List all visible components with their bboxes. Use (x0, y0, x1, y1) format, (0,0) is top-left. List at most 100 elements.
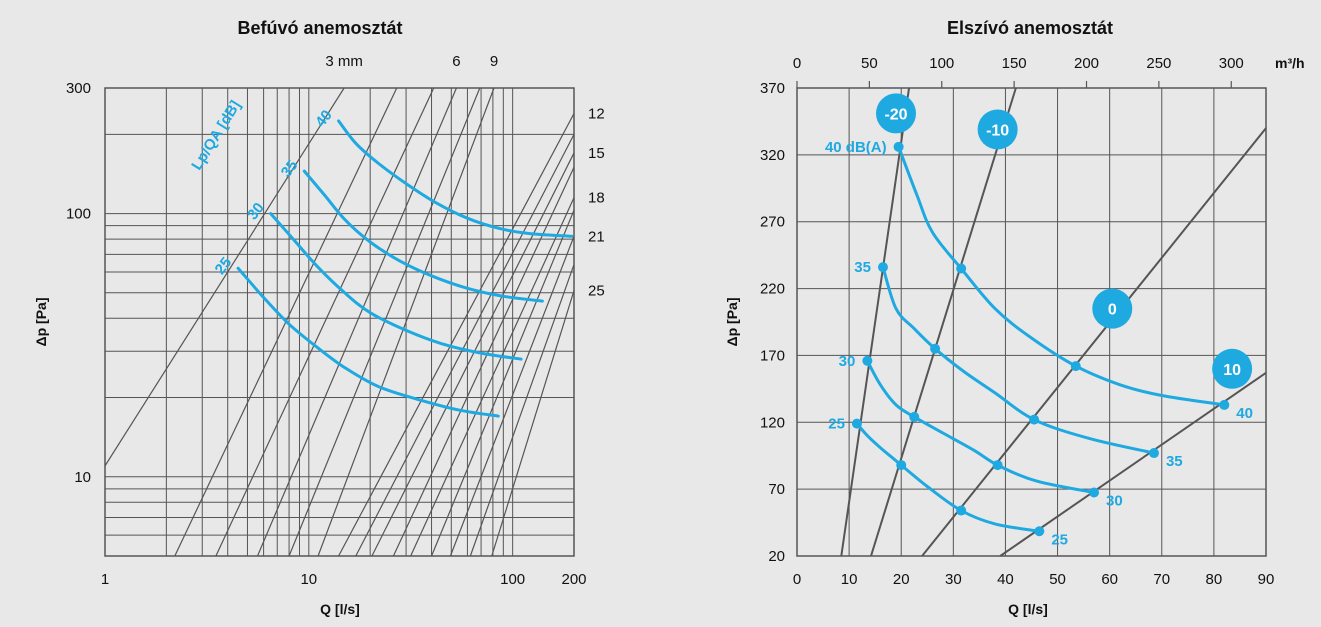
elszivo-y-tick-label: 170 (760, 347, 785, 364)
elszivo-x-tick-label: 10 (841, 571, 858, 588)
elszivo-x-tick-label: 90 (1258, 571, 1275, 588)
elszivo-x-tick-label: 0 (793, 571, 801, 588)
befuvo-x-tick-label: 100 (500, 571, 525, 588)
elszivo-valve-badge-label: -10 (986, 122, 1009, 139)
elszivo-y-tick-label: 270 (760, 214, 785, 231)
elszivo-point-label: 30 (839, 353, 856, 370)
befuvo-tick-labels: 1 10 100 200 10 100 300 (66, 80, 587, 588)
elszivo-marker (862, 355, 873, 366)
elszivo-x-tick-label: 40 (997, 571, 1014, 588)
elszivo-marker (877, 262, 888, 273)
befuvo-opening-line (215, 87, 435, 557)
elszivo-valve-badge-label: 0 (1108, 302, 1117, 319)
elszivo-curve (881, 265, 1156, 455)
befuvo-opening-label: 21 (588, 228, 605, 245)
elszivo-tick-labels: 0 10 20 30 40 50 60 70 80 90 20 70 120 170 220 270 320 37… (760, 55, 1274, 588)
elszivo-y-tick-label: 370 (760, 80, 785, 97)
elszivo-x2-tick-label: 200 (1074, 55, 1099, 72)
befuvo-chart: 3 mm 6 9 12 15 18 21 25 1 10 100 200 10 100 300 25 30 3… (33, 18, 605, 617)
elszivo-valve-line (840, 87, 911, 557)
elszivo-point-label: 25 (828, 416, 845, 433)
elszivo-x2-tick-label: 100 (929, 55, 954, 72)
elszivo-markers (851, 141, 1230, 537)
elszivo-point-label: 40 dB(A) (825, 139, 887, 156)
befuvo-opening-label: 15 (588, 145, 605, 162)
elszivo-marker (956, 263, 967, 274)
elszivo-x-axis-label: Q [l/s] (1008, 601, 1048, 617)
elszivo-curve (865, 359, 1096, 494)
befuvo-opening-line (430, 209, 575, 557)
befuvo-curve-label: 25 (212, 254, 236, 278)
elszivo-marker (992, 460, 1003, 471)
elszivo-marker (1070, 361, 1081, 372)
befuvo-opening-label: 3 mm (325, 53, 363, 70)
elszivo-valve-badge (876, 93, 917, 134)
elszivo-marker (909, 411, 920, 422)
elszivo-y-tick-label: 20 (768, 548, 785, 565)
befuvo-curve-labels: 25 30 35 40 (212, 107, 336, 278)
elszivo-curve (855, 422, 1041, 533)
befuvo-opening-line (449, 236, 575, 557)
befuvo-x-tick-label: 1 (101, 571, 109, 588)
elszivo-x2-tick-label: 50 (861, 55, 878, 72)
elszivo-x2-axis-label: m³/h (1275, 55, 1305, 71)
elszivo-x2-tick-label: 150 (1002, 55, 1027, 72)
befuvo-opening-line (355, 134, 575, 557)
elszivo-y-tick-label: 320 (760, 147, 785, 164)
befuvo-y-axis-label: Δp [Pa] (33, 298, 49, 347)
elszivo-point-label: 25 (1051, 531, 1068, 548)
elszivo-curve (897, 145, 1226, 407)
befuvo-opening-line (392, 166, 575, 557)
befuvo-opening-lines: 3 mm 6 9 12 15 18 21 25 (104, 53, 605, 557)
elszivo-valve-line (921, 127, 1267, 557)
befuvo-opening-line (104, 87, 345, 467)
elszivo-valve-badge (1092, 288, 1133, 329)
elszivo-x2-tick-label: 300 (1219, 55, 1244, 72)
befuvo-y-tick-label: 10 (74, 469, 91, 486)
elszivo-valve-badge-label: 10 (1223, 362, 1241, 379)
befuvo-x-axis-label: Q [l/s] (320, 601, 360, 617)
elszivo-x-tick-label: 50 (1049, 571, 1066, 588)
elszivo-marker (893, 141, 904, 152)
befuvo-y-tick-label: 100 (66, 206, 91, 223)
befuvo-curve-35 (302, 169, 544, 303)
befuvo-opening-label: 6 (452, 53, 460, 70)
befuvo-opening-label: 12 (588, 106, 605, 123)
elszivo-x-tick-label: 60 (1101, 571, 1118, 588)
elszivo-x2-tick-label: 250 (1146, 55, 1171, 72)
elszivo-chart: 0 10 20 30 40 50 60 70 80 90 20 70 120 170 220 270 320 37… (724, 18, 1305, 617)
befuvo-opening-line (491, 290, 575, 557)
befuvo-opening-label: 18 (588, 190, 605, 207)
elszivo-marker (1089, 487, 1100, 498)
befuvo-curve-25 (236, 266, 500, 418)
elszivo-point-label: 35 (854, 259, 871, 276)
befuvo-opening-label: 9 (490, 53, 498, 70)
elszivo-marker (1034, 526, 1045, 537)
befuvo-opening-line (317, 87, 495, 557)
elszivo-point-label: 35 (1166, 453, 1183, 470)
elszivo-marker (930, 343, 941, 354)
elszivo-point-label: 30 (1106, 492, 1123, 509)
befuvo-y-tick-label: 300 (66, 80, 91, 97)
elszivo-valve-badge-label: -20 (884, 106, 907, 123)
befuvo-curve-label: 30 (244, 200, 268, 224)
befuvo-opening-line (338, 113, 575, 557)
elszivo-x2-tick-label: 0 (793, 55, 801, 72)
elszivo-x-tick-label: 70 (1153, 571, 1170, 588)
elszivo-valve-line (870, 87, 1017, 557)
befuvo-curve-label: 35 (278, 157, 302, 181)
elszivo-marker (1148, 448, 1159, 459)
befuvo-title: Befúvó anemosztát (237, 18, 402, 38)
befuvo-opening-line (371, 152, 575, 557)
befuvo-curve-40 (337, 119, 574, 238)
elszivo-x-tick-label: 80 (1206, 571, 1223, 588)
elszivo-x-tick-label: 30 (945, 571, 962, 588)
elszivo-title: Elszívó anemosztát (947, 18, 1113, 38)
elszivo-grid (796, 87, 1267, 557)
befuvo-curve-30 (269, 212, 523, 361)
elszivo-x-tick-label: 20 (893, 571, 910, 588)
elszivo-y-axis-label: Δp [Pa] (724, 298, 740, 347)
befuvo-x-tick-label: 10 (300, 571, 317, 588)
befuvo-x-tick-label: 200 (561, 571, 586, 588)
